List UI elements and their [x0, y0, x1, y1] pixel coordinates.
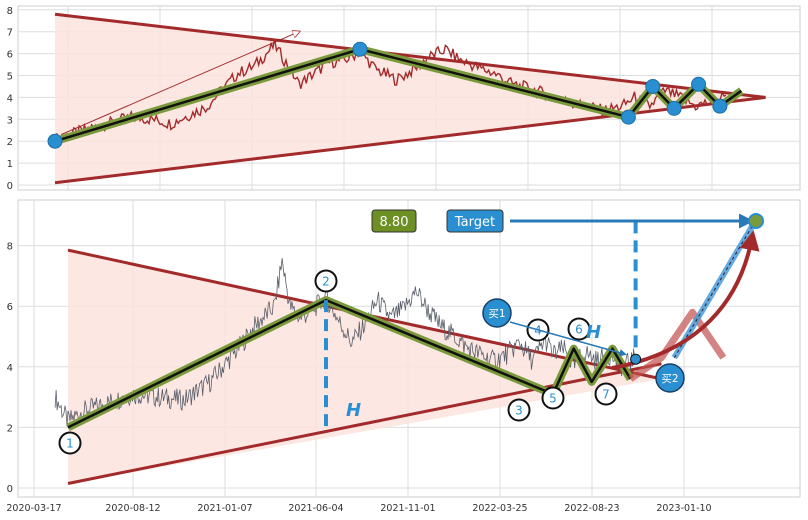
- bottom-triangle-fill: [68, 250, 662, 484]
- projection-path: [628, 308, 727, 382]
- top-y-tick-label: 2: [7, 137, 13, 148]
- buy1-marker: [482, 298, 512, 328]
- pivot-label: 5: [549, 392, 557, 406]
- top-support-line: [54, 95, 766, 185]
- buy2-label: 买2: [661, 373, 678, 385]
- pivot-label: 7: [602, 388, 610, 402]
- x-tick-label: 2020-08-12: [105, 503, 160, 514]
- target-badge: [446, 209, 504, 233]
- bottom-y-tick-label: 0: [7, 484, 13, 495]
- top-pivot-marker: [666, 100, 682, 116]
- breakout-marker: [630, 353, 642, 365]
- bottom-y-tick-label: 6: [7, 302, 13, 313]
- x-tick-label: 2020-03-17: [6, 503, 61, 514]
- price-badge: [371, 209, 417, 233]
- pivot-label-circle: [314, 269, 338, 293]
- top-y-tick-label: 4: [7, 93, 13, 104]
- buy2-marker: [655, 363, 685, 393]
- top-panel: 0 1 2 3 4 5 6 7 8: [7, 5, 801, 192]
- top-y-tick-label: 8: [7, 6, 13, 17]
- target-endpoint: [748, 213, 764, 229]
- top-pivot-marker: [620, 109, 636, 125]
- bottom-y-tick-label: 4: [7, 363, 13, 374]
- bottom-price-line: [54, 258, 636, 427]
- x-tick-label: 2022-03-25: [472, 503, 527, 514]
- pivot-label-circle: [567, 317, 591, 341]
- chart-labels: 8.80 Target: [371, 209, 504, 233]
- pivot-label-circle: [58, 431, 82, 455]
- x-tick-label: 2022-08-23: [564, 503, 619, 514]
- top-trend-arrow: [60, 32, 299, 136]
- x-tick-label: 2021-06-04: [288, 503, 343, 514]
- height-label: H: [346, 400, 361, 421]
- top-pivot-marker: [712, 98, 728, 114]
- top-y-tick-label: 6: [7, 50, 13, 61]
- pivot-label-circle: [594, 382, 618, 406]
- top-triangle-fill: [55, 14, 766, 183]
- top-y-tick-label: 1: [7, 159, 13, 170]
- top-y-tick-label: 5: [7, 72, 13, 83]
- bottom-pattern-inner: [67, 298, 632, 429]
- top-pivot-marker: [47, 133, 63, 149]
- pivot-label: 1: [66, 437, 74, 451]
- x-tick-label: 2021-01-07: [197, 503, 252, 514]
- bottom-panel: 0 2 4 6 8 2020-03-17 2020-08-12 2021-01-07 2021-…: [6, 199, 801, 514]
- buy1-pointer: [509, 321, 627, 357]
- bottom-y-tick-label: 2: [7, 423, 13, 434]
- price-badge-label: 8.80: [380, 215, 409, 230]
- bottom-y-tick-label: 8: [7, 242, 13, 253]
- top-y-tick-label: 3: [7, 115, 13, 126]
- top-y-tick-label: 7: [7, 28, 13, 39]
- height-label: H: [586, 322, 601, 343]
- top-pivot-marker: [352, 41, 368, 57]
- top-pivot-marker: [691, 76, 707, 92]
- top-pivot-marker: [645, 78, 661, 94]
- pivot-label: 3: [515, 404, 523, 418]
- x-tick-label: 2021-11-01: [380, 503, 435, 514]
- pivot-label-circle: [541, 386, 565, 410]
- pivot-label: 6: [575, 323, 583, 337]
- bottom-support-line: [67, 362, 662, 485]
- breakout-curve-arrow: [611, 230, 760, 370]
- top-y-tick-label: 0: [7, 181, 13, 192]
- x-tick-label: 2023-01-10: [656, 503, 711, 514]
- pivot-label-circle: [507, 398, 531, 422]
- buy1-label: 买1: [488, 308, 505, 320]
- target-badge-label: Target: [454, 215, 495, 230]
- pivot-label: 2: [322, 275, 330, 289]
- top-price-line: [54, 38, 727, 146]
